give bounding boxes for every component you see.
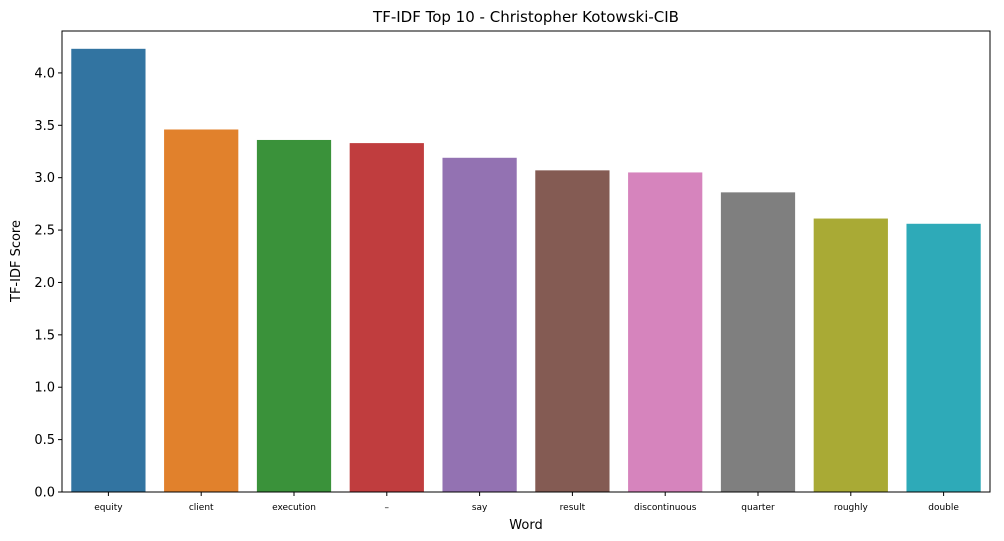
x-tick-label: equity <box>94 503 123 513</box>
x-tick-label: double <box>928 503 959 513</box>
bar-5 <box>535 170 610 492</box>
bar-3 <box>349 143 424 493</box>
y-tick-label: 2.0 <box>34 276 55 291</box>
y-tick-label: 3.5 <box>34 119 55 134</box>
x-tick-label: discontinuous <box>634 503 697 513</box>
x-tick-label: result <box>560 503 586 513</box>
chart-title: TF-IDF Top 10 - Christopher Kotowski-CIB <box>372 8 679 26</box>
bar-7 <box>720 192 796 492</box>
x-tick-label: client <box>189 503 214 513</box>
x-tick-label: roughly <box>834 503 869 513</box>
y-tick-label: 3.0 <box>34 171 55 186</box>
y-tick-label: 1.0 <box>34 381 55 396</box>
bar-1 <box>164 129 239 493</box>
bar-8 <box>813 218 888 493</box>
bars-group <box>71 48 981 493</box>
bar-0 <box>71 48 146 493</box>
x-axis-ticks: equity client execution – say result discontin… <box>94 492 959 513</box>
x-tick-label: say <box>472 503 488 513</box>
y-tick-label: 0.5 <box>34 433 55 448</box>
x-tick-label: execution <box>272 503 316 513</box>
bar-2 <box>256 139 332 492</box>
x-axis-label: Word <box>509 518 542 533</box>
y-tick-label: 4.0 <box>34 66 55 81</box>
y-axis-ticks: 0.0 0.5 1.0 1.5 2.0 2.5 3.0 3.5 4.0 <box>34 66 62 501</box>
y-tick-label: 0.0 <box>34 486 55 501</box>
x-tick-label: – <box>385 503 390 513</box>
bar-6 <box>628 172 703 492</box>
bar-4 <box>442 157 517 492</box>
y-tick-label: 2.5 <box>34 224 55 239</box>
bar-9 <box>906 223 981 492</box>
plot-frame <box>61 30 991 493</box>
y-tick-label: 1.5 <box>34 328 55 343</box>
x-tick-label: quarter <box>741 503 775 513</box>
y-axis-label: TF-IDF Score <box>9 220 24 303</box>
